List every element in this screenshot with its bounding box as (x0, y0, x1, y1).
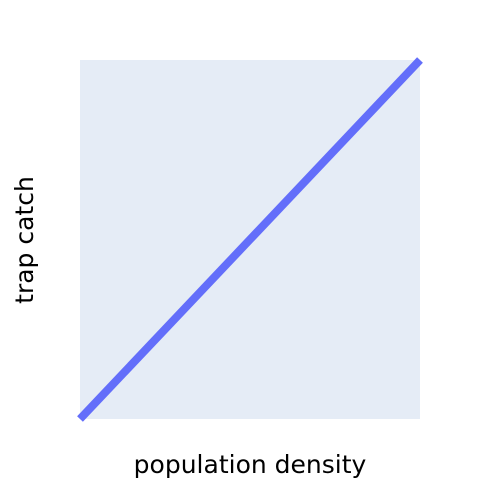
x-axis-label: population density (134, 450, 367, 479)
series-line-0 (77, 57, 423, 422)
y-axis-label: trap catch (10, 176, 39, 304)
series-layer (77, 57, 423, 422)
